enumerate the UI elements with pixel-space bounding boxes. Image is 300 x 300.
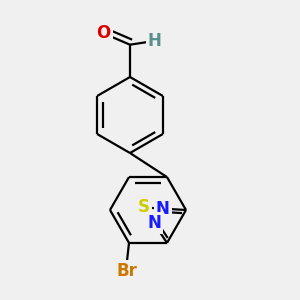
- Text: H: H: [148, 32, 162, 50]
- Text: S: S: [138, 199, 150, 217]
- Text: O: O: [96, 24, 110, 42]
- Text: N: N: [147, 214, 161, 232]
- Text: Br: Br: [117, 262, 137, 280]
- Text: N: N: [156, 200, 170, 217]
